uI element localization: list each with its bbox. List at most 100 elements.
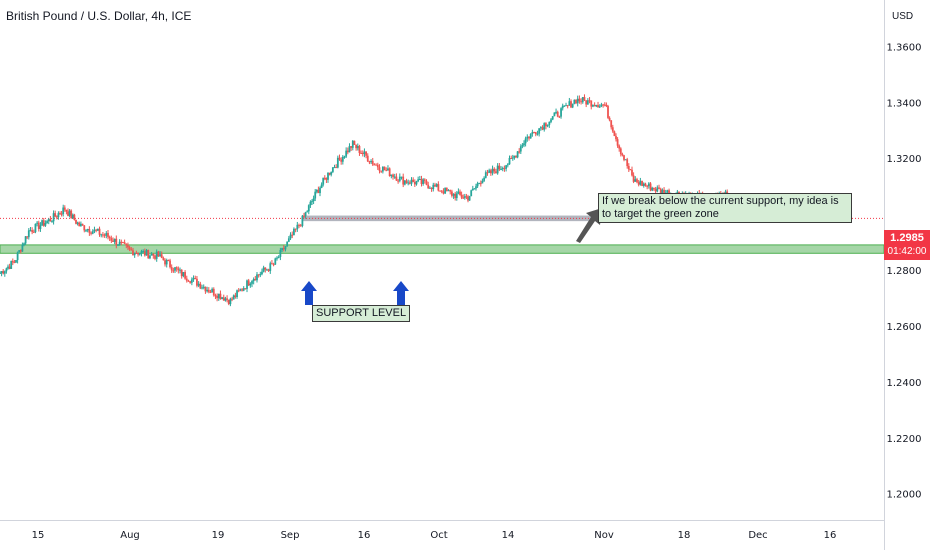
candle-body — [2, 271, 5, 274]
candle-body — [571, 103, 574, 108]
candle-body — [296, 224, 299, 230]
candle-body — [568, 101, 571, 106]
candle-body — [560, 108, 562, 117]
candle-body — [247, 280, 250, 286]
time-tick-label: Aug — [120, 530, 140, 541]
candle-body — [355, 144, 358, 149]
candle-body — [634, 179, 637, 182]
candle-body — [646, 185, 649, 187]
candle-body — [590, 100, 593, 107]
candle-body — [335, 167, 338, 169]
candle-body — [254, 279, 257, 281]
candle-body — [478, 183, 481, 185]
candle-body — [68, 210, 71, 216]
candle-body — [237, 290, 240, 292]
candle-body — [125, 243, 128, 246]
candle-body — [366, 155, 369, 162]
candle-body — [209, 291, 212, 293]
candle-body — [378, 167, 381, 171]
candle-body — [437, 184, 440, 191]
candle-body — [470, 190, 473, 197]
candle-body — [135, 252, 138, 254]
time-axis[interactable]: 15 Aug 19 Sep 16 Oct 14 Nov 18 Dec 16 — [0, 520, 884, 542]
candle-body — [226, 298, 228, 300]
time-tick-label: 15 — [32, 530, 45, 541]
candle-body — [551, 116, 554, 120]
candle-body — [140, 251, 143, 254]
candle-body — [573, 99, 576, 104]
candle-body — [266, 269, 268, 271]
candle-body — [217, 293, 220, 299]
price-tag-value: 1.2985 — [890, 232, 924, 244]
candle-body — [41, 220, 43, 226]
note-annotation[interactable]: If we break below the current support, m… — [598, 193, 852, 223]
candle-body — [556, 111, 559, 117]
support-level-label[interactable]: SUPPORT LEVEL — [312, 305, 411, 322]
candle-body — [570, 101, 572, 108]
candle-body — [496, 165, 499, 174]
candle-body — [95, 229, 98, 231]
candle-body — [395, 176, 398, 181]
candle-body — [267, 269, 270, 271]
candle-body — [55, 216, 58, 218]
candle-body — [323, 177, 326, 179]
currency-button[interactable]: USD — [892, 11, 914, 22]
candle-body — [291, 234, 294, 236]
candle-body — [345, 150, 348, 157]
candle-body — [420, 178, 423, 184]
candle-body — [299, 225, 302, 227]
candle-body — [545, 123, 547, 127]
candle-body — [306, 211, 309, 213]
candle-body — [214, 295, 217, 297]
candle-body — [553, 112, 556, 117]
candle-body — [185, 278, 188, 281]
candle-body — [222, 297, 225, 301]
candle-body — [272, 264, 275, 266]
candle-body — [232, 295, 235, 300]
price-tick-label: 1.3200 — [887, 154, 922, 165]
candle-body — [294, 228, 297, 230]
candle-body — [476, 183, 479, 187]
candle-body — [454, 193, 457, 198]
candle-body — [154, 255, 156, 259]
candle-body — [651, 187, 654, 191]
candle-body — [510, 158, 513, 160]
candle-body — [331, 167, 334, 172]
price-axis[interactable]: 1.3600 1.3400 1.3200 1.2800 1.2600 1.2400 1.22… — [884, 0, 922, 550]
candle-body — [462, 197, 465, 199]
candle-body — [190, 279, 193, 283]
candle-body — [521, 145, 524, 147]
candle-body — [475, 186, 477, 189]
candle-body — [385, 170, 388, 172]
candle-body — [403, 180, 406, 185]
support-arrow-left-icon — [301, 281, 317, 305]
candle-body — [309, 201, 312, 206]
candle-body — [93, 229, 96, 232]
candle-body — [471, 188, 474, 191]
candle-body — [405, 180, 408, 183]
candlestick-series — [0, 94, 736, 307]
candle-body — [381, 166, 384, 172]
candle-body — [505, 165, 508, 169]
candle-body — [319, 187, 321, 194]
candle-body — [325, 178, 328, 180]
candle-body — [392, 174, 394, 178]
candle-body — [289, 234, 292, 239]
candle-body — [252, 279, 255, 282]
candle-body — [641, 180, 643, 186]
candle-body — [410, 179, 413, 184]
candle-body — [105, 233, 108, 236]
time-tick-label: 19 — [212, 530, 225, 541]
candle-body — [460, 194, 463, 198]
candle-body — [62, 207, 65, 214]
chart-title: British Pound / U.S. Dollar, 4h, ICE — [6, 9, 192, 23]
candle-body — [133, 252, 136, 256]
candle-body — [279, 250, 282, 257]
candle-body — [444, 187, 447, 194]
candle-body — [10, 260, 13, 269]
time-tick-label: 16 — [358, 530, 371, 541]
candle-body — [600, 104, 603, 107]
candle-body — [317, 189, 320, 194]
candle-body — [558, 116, 561, 118]
